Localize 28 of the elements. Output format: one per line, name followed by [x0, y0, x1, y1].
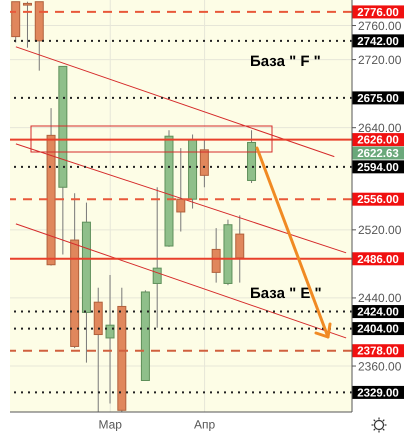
x-tick-label: Мар: [98, 418, 122, 432]
y-tick-label: 2640.00: [358, 120, 402, 135]
y-tick-label: 2720.00: [358, 52, 402, 67]
x-tick-label: Апр: [194, 418, 216, 432]
ref-line-label: 2776.00: [357, 6, 399, 19]
y-tick-label: 2440.00: [358, 291, 402, 306]
annotation: База " E ": [250, 285, 322, 302]
ref-line-label: 2329.00: [357, 387, 399, 400]
candlestick: [176, 148, 186, 232]
candlestick: [22, 1, 32, 48]
ref-line-label: 2675.00: [357, 92, 399, 105]
ref-line-label: 2486.00: [357, 254, 399, 266]
y-tick-label: 2520.00: [358, 223, 402, 238]
candlestick: [106, 274, 115, 404]
ref-line-label: 2424.00: [357, 306, 399, 319]
y-tick-label: 2360.00: [358, 359, 402, 374]
candlestick: [235, 214, 244, 284]
y-tick-label: 2760.00: [358, 18, 402, 33]
candlestick: [152, 186, 162, 328]
ref-line-label: 2626.00: [357, 134, 399, 147]
candlestick: [212, 228, 221, 284]
ref-line-label: 2594.00: [357, 162, 399, 174]
ref-line-label: 2556.00: [357, 194, 399, 206]
ref-line-label: 2742.00: [357, 36, 399, 48]
annotation: База " F ": [250, 53, 321, 70]
ref-line-label: 2404.00: [357, 324, 399, 336]
ref-line-label: 2378.00: [357, 346, 399, 358]
text: 2622.63: [357, 148, 399, 160]
